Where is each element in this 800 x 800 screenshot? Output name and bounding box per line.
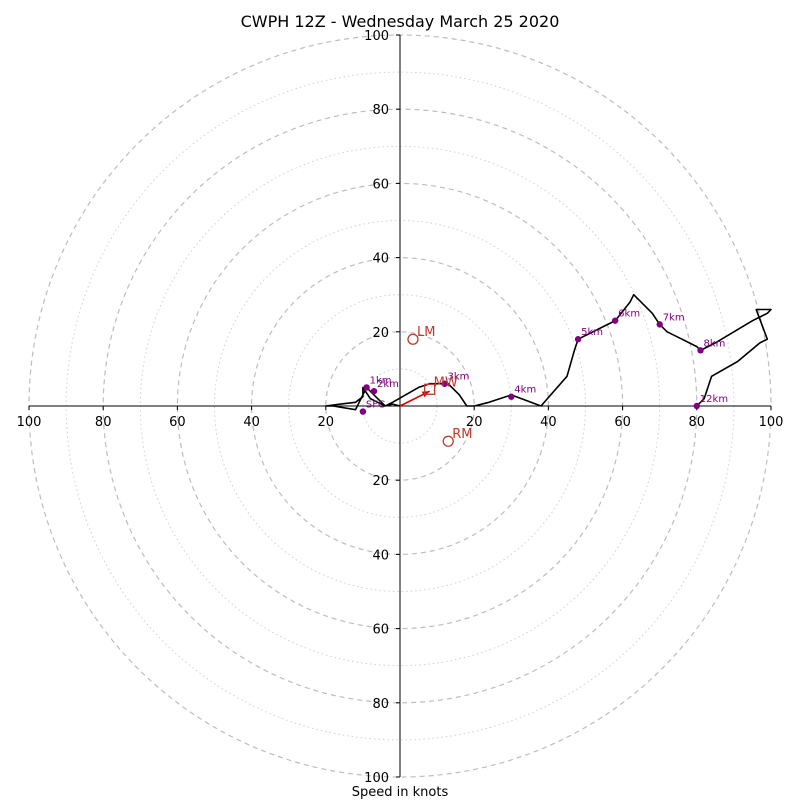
y-tick-label: 20 bbox=[372, 326, 389, 341]
height-marker-label: 8km bbox=[704, 338, 726, 349]
hodograph-trace bbox=[324, 293, 772, 411]
x-tick-label: 40 bbox=[540, 415, 557, 430]
x-tick-label: 80 bbox=[95, 415, 112, 430]
height-marker-dot bbox=[359, 408, 367, 415]
tick-labels: 100 80 60 40 20 20 40 60 80 100 100 80 60 40 20 20 40 60 8… bbox=[17, 29, 784, 786]
y-tick-label: 60 bbox=[372, 177, 389, 192]
storm-motion-label: MW bbox=[434, 375, 458, 390]
storm-motion-label: RM bbox=[452, 427, 472, 442]
x-tick-label: 20 bbox=[318, 415, 335, 430]
x-tick-label: 100 bbox=[759, 415, 784, 430]
height-marker-dot bbox=[370, 387, 378, 395]
y-tick-label: 80 bbox=[372, 103, 389, 118]
height-marker-dot bbox=[656, 321, 663, 328]
height-marker-label: 6km bbox=[618, 309, 640, 320]
height-marker-label: 1km bbox=[370, 375, 392, 386]
y-tick-label: 80 bbox=[372, 697, 389, 712]
mean-wind-marker bbox=[424, 383, 436, 395]
height-marker-label: 5km bbox=[581, 327, 603, 338]
y-tick-label: 100 bbox=[364, 771, 389, 786]
height-marker-dot bbox=[508, 393, 515, 400]
height-marker-dot bbox=[363, 384, 370, 391]
y-tick-label: 40 bbox=[372, 548, 389, 563]
height-marker-label: 12km bbox=[700, 394, 728, 405]
hodograph-line bbox=[324, 293, 772, 411]
height-marker-label: SFC bbox=[366, 400, 385, 411]
storm-motion-marker bbox=[407, 333, 419, 345]
y-tick-label: 40 bbox=[372, 252, 389, 267]
x-tick-label: 80 bbox=[689, 415, 706, 430]
height-marker-dot bbox=[693, 402, 700, 410]
height-marker-dot bbox=[611, 317, 619, 324]
x-tick-label: 20 bbox=[466, 415, 483, 430]
height-marker-label: 3km bbox=[448, 372, 470, 383]
height-marker-label: 4km bbox=[514, 385, 536, 396]
y-tick-label: 60 bbox=[372, 623, 389, 638]
height-marker-label: 2km bbox=[377, 379, 399, 390]
y-tick-label: 100 bbox=[364, 29, 389, 44]
height-marker-dot bbox=[697, 347, 704, 354]
x-tick-label: 60 bbox=[614, 415, 631, 430]
storm-motion-markers: LM MW RM bbox=[407, 325, 472, 447]
storm-motion-label: LM bbox=[417, 325, 435, 340]
height-marker-label: 7km bbox=[663, 312, 685, 323]
y-tick-label: 20 bbox=[372, 474, 389, 489]
x-tick-label: 40 bbox=[243, 415, 260, 430]
height-marker-dot bbox=[441, 380, 448, 387]
x-tick-label: 60 bbox=[169, 415, 186, 430]
height-marker-dot bbox=[574, 336, 582, 343]
x-axis-label: Speed in knots bbox=[352, 785, 449, 800]
x-tick-label: 100 bbox=[17, 415, 42, 430]
chart-title: CWPH 12Z - Wednesday March 25 2020 bbox=[241, 12, 560, 31]
storm-motion-marker bbox=[442, 435, 454, 447]
